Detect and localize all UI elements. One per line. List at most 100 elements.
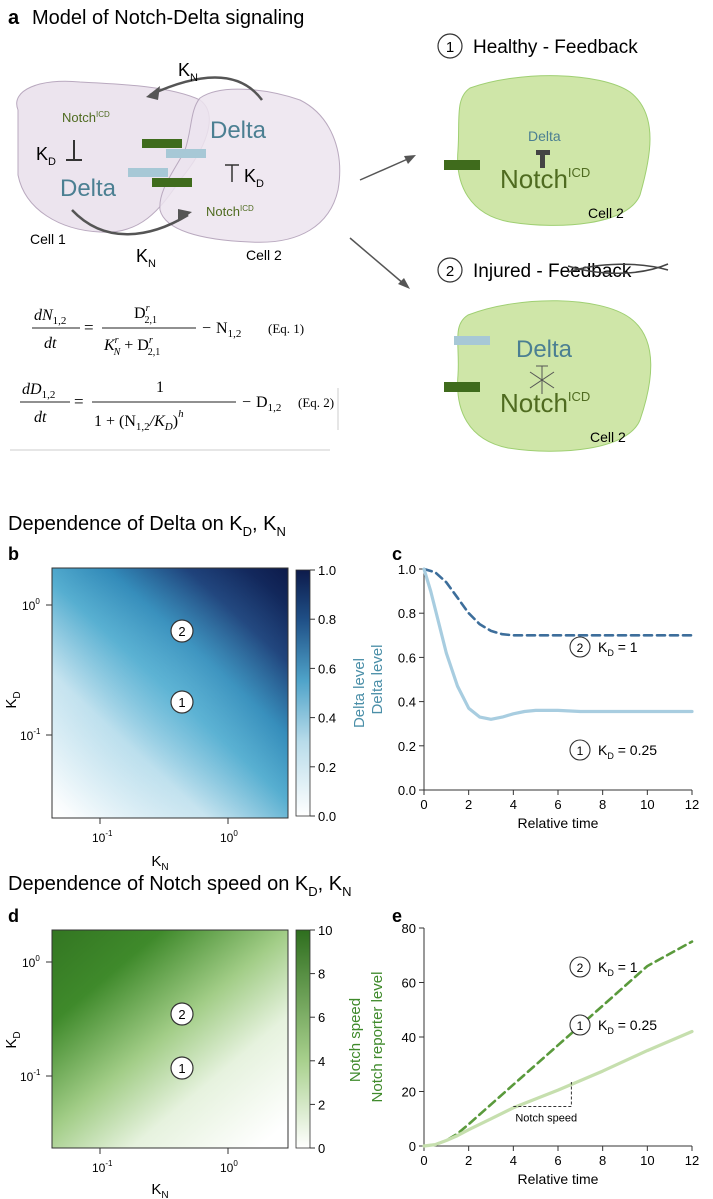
colorbar-b-tick-label-0: 1.0 bbox=[318, 563, 336, 578]
notch-icd-cell2: NotchICD bbox=[206, 204, 254, 219]
heatmap-b-ylabel: KD bbox=[3, 691, 23, 708]
heatmap-b-marker-2 bbox=[170, 619, 194, 643]
chart-e-ytick-label-0: 0 bbox=[409, 1139, 416, 1154]
heatmap-d-frame bbox=[51, 929, 289, 1149]
chart-c-ytick-label-3: 0.6 bbox=[398, 650, 416, 665]
delta-bar-1 bbox=[166, 149, 206, 158]
heatmap-d-ytick-label-1: 100 bbox=[22, 954, 40, 970]
eq2-equals: = bbox=[74, 392, 84, 411]
heatmap-d: d 10-1 100 100 10-1 KN KD 2 1 10 8 6 4 2 0 No… bbox=[3, 906, 364, 1199]
healthy-cell-shape bbox=[457, 75, 651, 226]
colorbar-b bbox=[295, 569, 311, 817]
eq1-den: Kr N + Dr 2,1 bbox=[103, 335, 160, 358]
healthy-cell-2-label: Cell 2 bbox=[588, 205, 624, 221]
chart-c-annotation-1-text: KD = 0.25 bbox=[598, 742, 657, 761]
heatmap-b-marker-1-text: 1 bbox=[178, 695, 185, 710]
notch-bar-1 bbox=[142, 139, 182, 148]
chart-c-annotation-1-circle bbox=[569, 739, 591, 761]
delta-cell1: Delta bbox=[60, 175, 117, 202]
injured-notch: NotchICD bbox=[500, 388, 590, 418]
chart-e-annotation-1-circle bbox=[569, 1014, 591, 1036]
panel-a-title: Model of Notch-Delta signaling bbox=[32, 7, 304, 29]
eq2-num: 1 bbox=[156, 379, 164, 396]
colorbar-b-tick-label-5: 0.0 bbox=[318, 809, 336, 824]
label-k-bottom: KN bbox=[136, 246, 156, 270]
chart-e-xtick-label-6: 12 bbox=[685, 1153, 699, 1168]
colorbar-d-tick-label-4: 2 bbox=[318, 1097, 325, 1112]
chart-e-annotation-2-text: KD = 1 bbox=[598, 959, 638, 978]
eq1-lhs-den: dt bbox=[44, 335, 57, 352]
heatmap-d-marker-1 bbox=[170, 1056, 194, 1080]
colorbar-d-tick-label-3: 4 bbox=[318, 1054, 325, 1069]
arrow-to-injured-head bbox=[398, 278, 410, 289]
arrow-to-injured bbox=[349, 237, 405, 285]
equation-1: dN1,2 dt = Dr 2,1 Kr N + Dr 2,1 − N1,2 (Eq. 1) bbox=[32, 303, 304, 358]
healthy-notch-bar bbox=[444, 160, 480, 170]
chart-e-ytick-label-2: 40 bbox=[402, 1030, 416, 1045]
eq2-den: 1 + (N1,2/KD)h bbox=[94, 408, 184, 433]
chart-e-xtick-label-5: 10 bbox=[640, 1153, 654, 1168]
eq2-lhs-num: dD1,2 bbox=[22, 381, 55, 401]
chart-e-annotation-1-text: KD = 0.25 bbox=[598, 1017, 657, 1036]
cell-2-label: Cell 2 bbox=[246, 247, 282, 263]
heatmap-b-glow bbox=[52, 568, 288, 818]
heatmap-b-ytick-label-1: 100 bbox=[22, 597, 40, 613]
injured-cell-2-label: Cell 2 bbox=[590, 429, 626, 445]
chart-c-xlabel: Relative time bbox=[518, 815, 599, 831]
cell-2-shape bbox=[159, 88, 341, 243]
colorbar-d-tick-label-2: 6 bbox=[318, 1010, 325, 1025]
heatmap-b-frame bbox=[51, 567, 289, 819]
strike-line-2 bbox=[567, 263, 669, 275]
heatmap-d-xlabel: KN bbox=[151, 1181, 168, 1199]
label-k-top: KN bbox=[178, 60, 198, 84]
chart-e-xtick-label-3: 6 bbox=[554, 1153, 561, 1168]
heatmap-b-ytick-label-2: 10-1 bbox=[20, 727, 41, 743]
eq1-equals: = bbox=[84, 318, 94, 337]
healthy-number-circle bbox=[437, 33, 463, 59]
healthy-delta: Delta bbox=[528, 128, 561, 144]
injured-number: 2 bbox=[446, 263, 454, 280]
panel-label-d: d bbox=[8, 906, 19, 926]
arrow-to-healthy-head bbox=[404, 155, 416, 164]
chart-e-ylabel: Notch reporter level bbox=[369, 972, 386, 1103]
arrow-bottom-kn bbox=[71, 209, 189, 236]
heatmap-b-marker-1 bbox=[170, 690, 194, 714]
chart-c-xtick-label-0: 0 bbox=[420, 797, 427, 812]
eq1-tag: (Eq. 1) bbox=[268, 321, 304, 336]
heatmap-b-xlabel: KN bbox=[151, 853, 168, 873]
chart-c-ytick-label-5: 1.0 bbox=[398, 562, 416, 577]
chart-c-series-kd-1 bbox=[422, 567, 694, 637]
panel-label-b: b bbox=[8, 544, 19, 564]
chart-c-xtick-label-4: 8 bbox=[599, 797, 606, 812]
colorbar-b-tick-label-4: 0.2 bbox=[318, 760, 336, 775]
chart-e-xlabel: Relative time bbox=[518, 1171, 599, 1187]
heatmap-d-xtick-label-1: 10-1 bbox=[92, 1159, 113, 1175]
chart-e-series-kd-0-25 bbox=[422, 1029, 694, 1148]
chart-e-ytick-label-3: 60 bbox=[402, 976, 416, 991]
heatmap-b-marker-2-text: 2 bbox=[178, 624, 185, 639]
section-delta-title: Dependence of Delta on KD, KN bbox=[8, 513, 286, 539]
colorbar-d-label: Notch speed bbox=[347, 998, 364, 1082]
chart-c-annotation-2-circle bbox=[569, 636, 591, 658]
heatmap-b-xtick-label-2: 100 bbox=[220, 829, 238, 845]
heatmap-d-field bbox=[52, 930, 288, 1148]
chart-c-xtick-label-6: 12 bbox=[685, 797, 699, 812]
chart-e-xtick-label-1: 2 bbox=[465, 1153, 472, 1168]
cell-1-label: Cell 1 bbox=[30, 231, 66, 247]
notch-icd-cell1: NotchICD bbox=[62, 110, 110, 125]
heatmap-d-xtick-label-2: 100 bbox=[220, 1159, 238, 1175]
chart-e-ytick-label-1: 20 bbox=[402, 1085, 416, 1100]
label-kd-cell2: KD bbox=[244, 166, 264, 190]
arrow-bottom-kn-head bbox=[178, 209, 192, 222]
heatmap-d-ylabel: KD bbox=[3, 1031, 23, 1048]
heatmap-b: b 10-1 100 100 10-1 KN KD 2 1 1.0 0.8 0.6 0… bbox=[3, 544, 368, 873]
colorbar-d-tick-label-1: 8 bbox=[318, 967, 325, 982]
chart-c-annotation-1-num: 1 bbox=[577, 744, 584, 758]
chart-c-xtick-label-5: 10 bbox=[640, 797, 654, 812]
colorbar-b-label: Delta level bbox=[351, 658, 368, 728]
chart-c-ytick-label-4: 0.8 bbox=[398, 606, 416, 621]
chart-e-speed-label: Notch speed bbox=[515, 1112, 577, 1124]
healthy-notch: NotchICD bbox=[500, 164, 590, 194]
